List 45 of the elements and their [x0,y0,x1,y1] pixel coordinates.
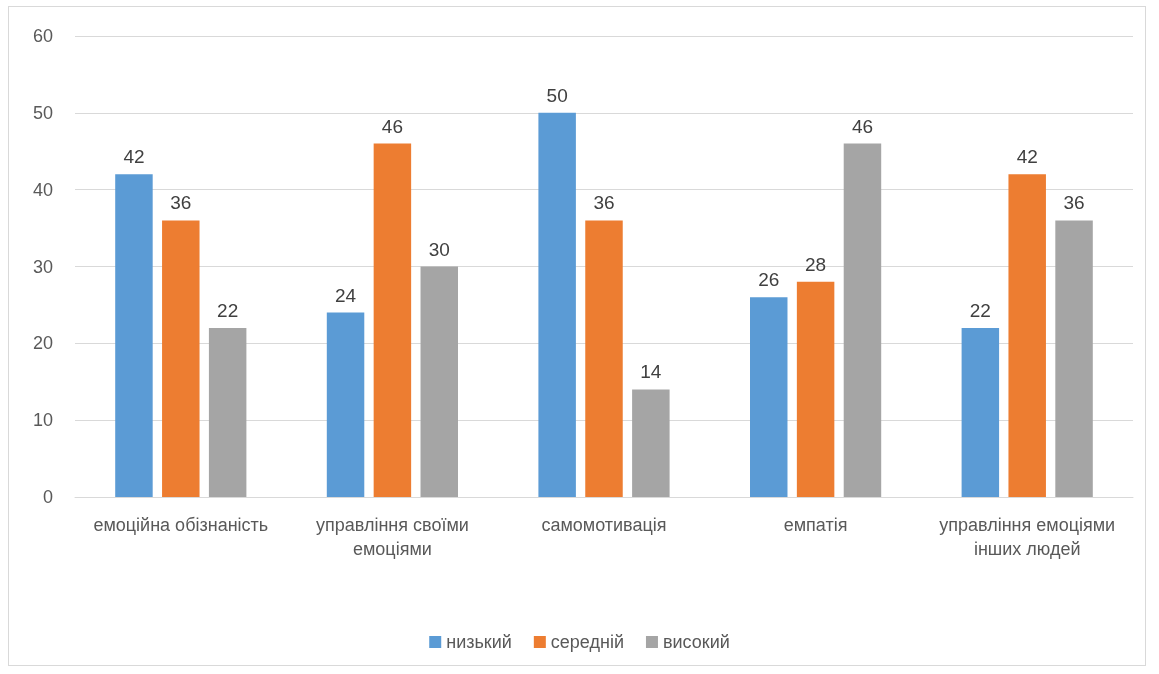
y-tick-label: 50 [32,102,53,123]
data-label: 24 [334,284,357,306]
data-label: 42 [1016,146,1038,168]
data-label: 36 [1063,192,1085,214]
y-tick-label: 30 [32,256,53,277]
bar [420,266,458,497]
bar [538,112,576,497]
data-label: 50 [546,84,568,106]
bar [585,220,623,497]
x-tick-label: емоційна обізнаність [93,515,269,535]
data-label: 30 [428,238,450,260]
x-tick-label: емпатія [783,515,848,535]
bar [326,312,365,497]
y-tick-label: 60 [32,26,53,46]
bar [750,297,788,497]
x-tick-label: управління емоціями інших людей [939,515,1116,559]
data-label: 36 [593,192,615,214]
legend-label: низький [446,632,512,652]
y-tick-label: 20 [32,333,53,354]
bar [961,327,1000,497]
bar [632,389,670,497]
y-tick-label: 40 [32,179,53,200]
bar [796,281,835,497]
x-tick-label: управління своїми емоціями [315,515,469,559]
x-tick-label: самомотивація [541,515,667,535]
data-label: 22 [217,299,239,321]
legend-label: середній [550,632,624,652]
bar [1008,174,1046,497]
data-label: 28 [805,253,827,275]
bar [115,174,153,497]
bar [162,220,200,497]
y-tick-label: 0 [42,487,53,507]
bar [1055,220,1093,497]
data-label: 36 [170,192,192,214]
bar [373,143,412,497]
data-label: 46 [381,115,403,137]
y-tick-label: 10 [32,410,53,431]
data-label: 46 [851,115,874,137]
data-label: 26 [758,269,780,291]
data-label: 42 [123,146,145,168]
data-label: 22 [969,299,991,321]
bar [208,327,247,497]
legend-label: високий [662,632,730,652]
bar [843,143,882,497]
data-label: 14 [640,361,662,383]
